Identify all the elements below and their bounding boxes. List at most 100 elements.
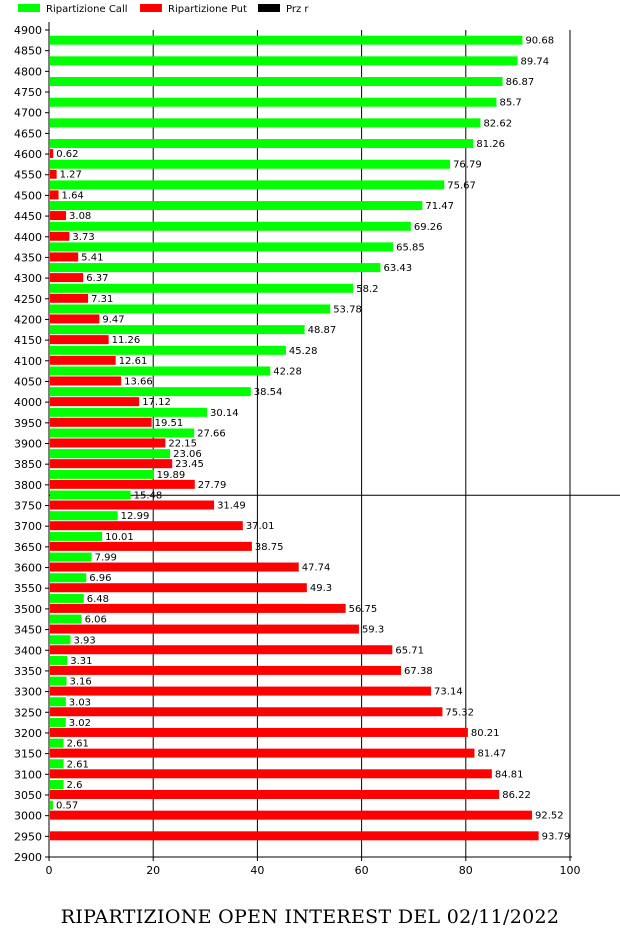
call-value-label: 85.7 [499, 98, 521, 109]
call-bar [50, 139, 474, 149]
y-tick-label: 4350 [14, 251, 42, 264]
call-bar [50, 614, 82, 624]
plot-area: 0 20 40 60 80 100 4900 4850 4800 4750 4700 4650 4600… [14, 22, 620, 877]
put-value-label: 6.37 [86, 273, 108, 284]
call-value-label: 53.78 [333, 304, 362, 315]
put-value-label: 31.49 [217, 501, 246, 512]
put-value-label: 1.27 [60, 170, 82, 181]
y-tick-label: 3250 [14, 706, 42, 719]
chart-title: RIPARTIZIONE OPEN INTEREST DEL 02/11/202… [60, 906, 560, 928]
y-tick-label: 3100 [14, 768, 42, 781]
y-tick-label: 4300 [14, 272, 42, 285]
put-bar [50, 541, 252, 551]
y-tick-label: 3550 [14, 582, 42, 595]
put-value-label: 56.75 [349, 604, 378, 615]
put-bar [50, 293, 89, 303]
call-value-label: 3.02 [69, 718, 91, 729]
legend-label: Ripartizione Put [168, 4, 247, 15]
y-tick-label: 3500 [14, 603, 42, 616]
call-bar [50, 242, 394, 252]
y-tick-label: 3950 [14, 417, 42, 430]
put-value-label: 11.26 [112, 335, 141, 346]
put-value-label: 3.73 [72, 232, 94, 243]
put-value-label: 93.79 [542, 831, 571, 842]
call-bar [50, 779, 64, 789]
call-bar [50, 573, 87, 583]
call-value-label: 38.54 [254, 387, 283, 398]
call-value-label: 81.26 [476, 139, 505, 150]
y-tick-label: 4800 [14, 65, 42, 78]
put-value-label: 5.41 [81, 252, 103, 263]
call-bar [50, 201, 423, 211]
y-tick-label: 4750 [14, 86, 42, 99]
call-value-label: 15.48 [134, 491, 163, 502]
call-value-label: 6.48 [87, 594, 109, 605]
y-tick-label: 4200 [14, 313, 42, 326]
call-value-label: 0.57 [56, 801, 78, 812]
y-tick-label: 3300 [14, 686, 42, 699]
legend-swatch [18, 4, 40, 12]
y-tick-label: 4900 [14, 24, 42, 37]
call-value-label: 6.96 [89, 573, 111, 584]
legend-label: Prz r [286, 4, 309, 15]
put-value-label: 47.74 [302, 563, 331, 574]
call-bar [50, 676, 67, 686]
put-value-label: 86.22 [502, 790, 531, 801]
put-value-label: 7.31 [91, 294, 113, 305]
call-bar [50, 35, 523, 45]
y-tick-label: 4400 [14, 231, 42, 244]
y-tick-label: 3750 [14, 500, 42, 513]
call-value-label: 27.66 [197, 429, 226, 440]
put-bar [50, 211, 67, 221]
call-bar [50, 283, 354, 293]
put-value-label: 23.45 [175, 459, 204, 470]
call-bar [50, 531, 103, 541]
call-bar [50, 387, 251, 397]
call-value-label: 89.74 [521, 56, 550, 67]
x-tick-label: 100 [560, 864, 581, 877]
put-value-label: 65.71 [395, 645, 424, 656]
call-value-label: 71.47 [425, 201, 454, 212]
put-bar [50, 727, 468, 737]
put-bar [50, 500, 215, 510]
y-tick-label: 3350 [14, 665, 42, 678]
put-bar [50, 831, 539, 841]
y-tick-label: 4550 [14, 169, 42, 182]
call-value-label: 90.68 [525, 36, 554, 47]
call-bar [50, 717, 66, 727]
call-bar [50, 263, 381, 273]
put-bar [50, 335, 109, 345]
y-tick-label: 3900 [14, 438, 42, 451]
put-bar [50, 562, 299, 572]
open-interest-chart: Ripartizione Call Ripartizione Put Prz r 0… [14, 4, 620, 877]
call-value-label: 3.93 [73, 635, 95, 646]
call-bar [50, 449, 171, 459]
put-bar [50, 789, 500, 799]
call-value-label: 63.43 [383, 263, 412, 274]
call-bar [50, 304, 331, 314]
call-value-label: 7.99 [95, 553, 117, 564]
put-value-label: 37.01 [246, 521, 275, 532]
call-bar [50, 345, 286, 355]
put-bar [50, 645, 393, 655]
put-value-label: 1.64 [62, 190, 84, 201]
put-bar [50, 169, 57, 179]
put-value-label: 27.79 [198, 480, 227, 491]
x-tick-label: 60 [355, 864, 369, 877]
call-bar [50, 738, 64, 748]
put-bar [50, 665, 402, 675]
put-bar [50, 231, 70, 241]
x-tick-label: 40 [250, 864, 264, 877]
y-tick-label: 4650 [14, 127, 42, 140]
call-value-label: 6.06 [85, 615, 107, 626]
legend-swatch [140, 4, 162, 12]
x-tick-label: 0 [46, 864, 53, 877]
put-value-label: 81.47 [477, 749, 506, 760]
y-tick-label: 4000 [14, 396, 42, 409]
y-tick-label: 3450 [14, 624, 42, 637]
y-tick-label: 3000 [14, 810, 42, 823]
put-bar [50, 583, 307, 593]
call-value-label: 3.31 [70, 656, 92, 667]
legend-swatch [258, 4, 280, 12]
y-tick-label: 4700 [14, 107, 42, 120]
